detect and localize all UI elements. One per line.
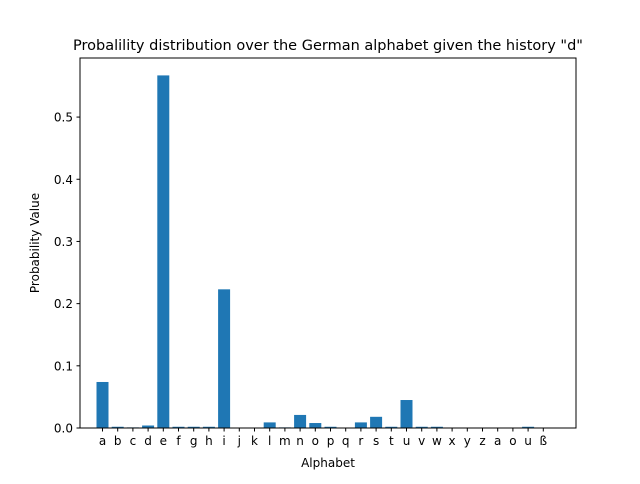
x-tick-label-7: h <box>205 434 213 448</box>
bars-group <box>97 75 550 428</box>
x-tick-label-13: n <box>296 434 304 448</box>
x-axis-label: Alphabet <box>301 456 355 470</box>
x-tick-label-10: k <box>251 434 258 448</box>
x-tick-label-4: e <box>160 434 167 448</box>
y-tick-label-0: 0.0 <box>54 422 73 436</box>
y-tick-label-4: 0.4 <box>54 173 73 187</box>
bar-20 <box>401 400 413 428</box>
x-tick-label-21: v <box>418 434 425 448</box>
x-tick-label-22: w <box>432 434 442 448</box>
x-tick-label-14: o <box>312 434 319 448</box>
x-tick-label-3: d <box>144 434 152 448</box>
bar-11 <box>264 422 276 428</box>
x-tick-label-5: f <box>176 434 181 448</box>
x-tick-label-1: b <box>114 434 122 448</box>
x-tick-label-18: s <box>373 434 379 448</box>
bar-4 <box>157 75 169 428</box>
x-tick-label-11: l <box>268 434 271 448</box>
bar-14 <box>309 423 321 428</box>
bar-18 <box>370 417 382 428</box>
bar-8 <box>218 289 230 428</box>
x-tick-label-16: q <box>342 434 350 448</box>
x-tick-label-8: i <box>222 434 225 448</box>
x-tick-label-25: z <box>479 434 485 448</box>
x-tick-label-2: c <box>130 434 137 448</box>
y-tick-label-3: 0.3 <box>54 235 73 249</box>
x-tick-label-0: a <box>99 434 106 448</box>
x-tick-label-17: r <box>358 434 363 448</box>
plot-frame <box>80 58 576 428</box>
bar-17 <box>355 422 367 428</box>
x-tick-label-12: m <box>279 434 291 448</box>
bar-13 <box>294 415 306 428</box>
x-tick-label-15: p <box>327 434 335 448</box>
x-tick-label-19: t <box>389 434 394 448</box>
x-tick-label-26: a <box>494 434 501 448</box>
x-tick-label-6: g <box>190 434 198 448</box>
y-tick-label-1: 0.1 <box>54 359 73 373</box>
x-tick-label-29: ß <box>540 434 548 448</box>
bar-0 <box>97 382 109 428</box>
x-tick-label-24: y <box>464 434 471 448</box>
x-tick-label-9: j <box>237 434 241 448</box>
x-tick-label-20: u <box>403 434 411 448</box>
y-axis-label: Probability Value <box>28 193 42 293</box>
x-tick-label-27: o <box>509 434 516 448</box>
chart-title: Probalility distribution over the German… <box>73 38 583 54</box>
x-tick-label-23: x <box>449 434 456 448</box>
y-axis-ticks: 0.0 0.1 0.2 0.3 0.4 0.5 <box>54 111 80 436</box>
y-tick-label-5: 0.5 <box>54 111 73 125</box>
y-tick-label-2: 0.2 <box>54 297 73 311</box>
x-tick-label-28: u <box>524 434 532 448</box>
